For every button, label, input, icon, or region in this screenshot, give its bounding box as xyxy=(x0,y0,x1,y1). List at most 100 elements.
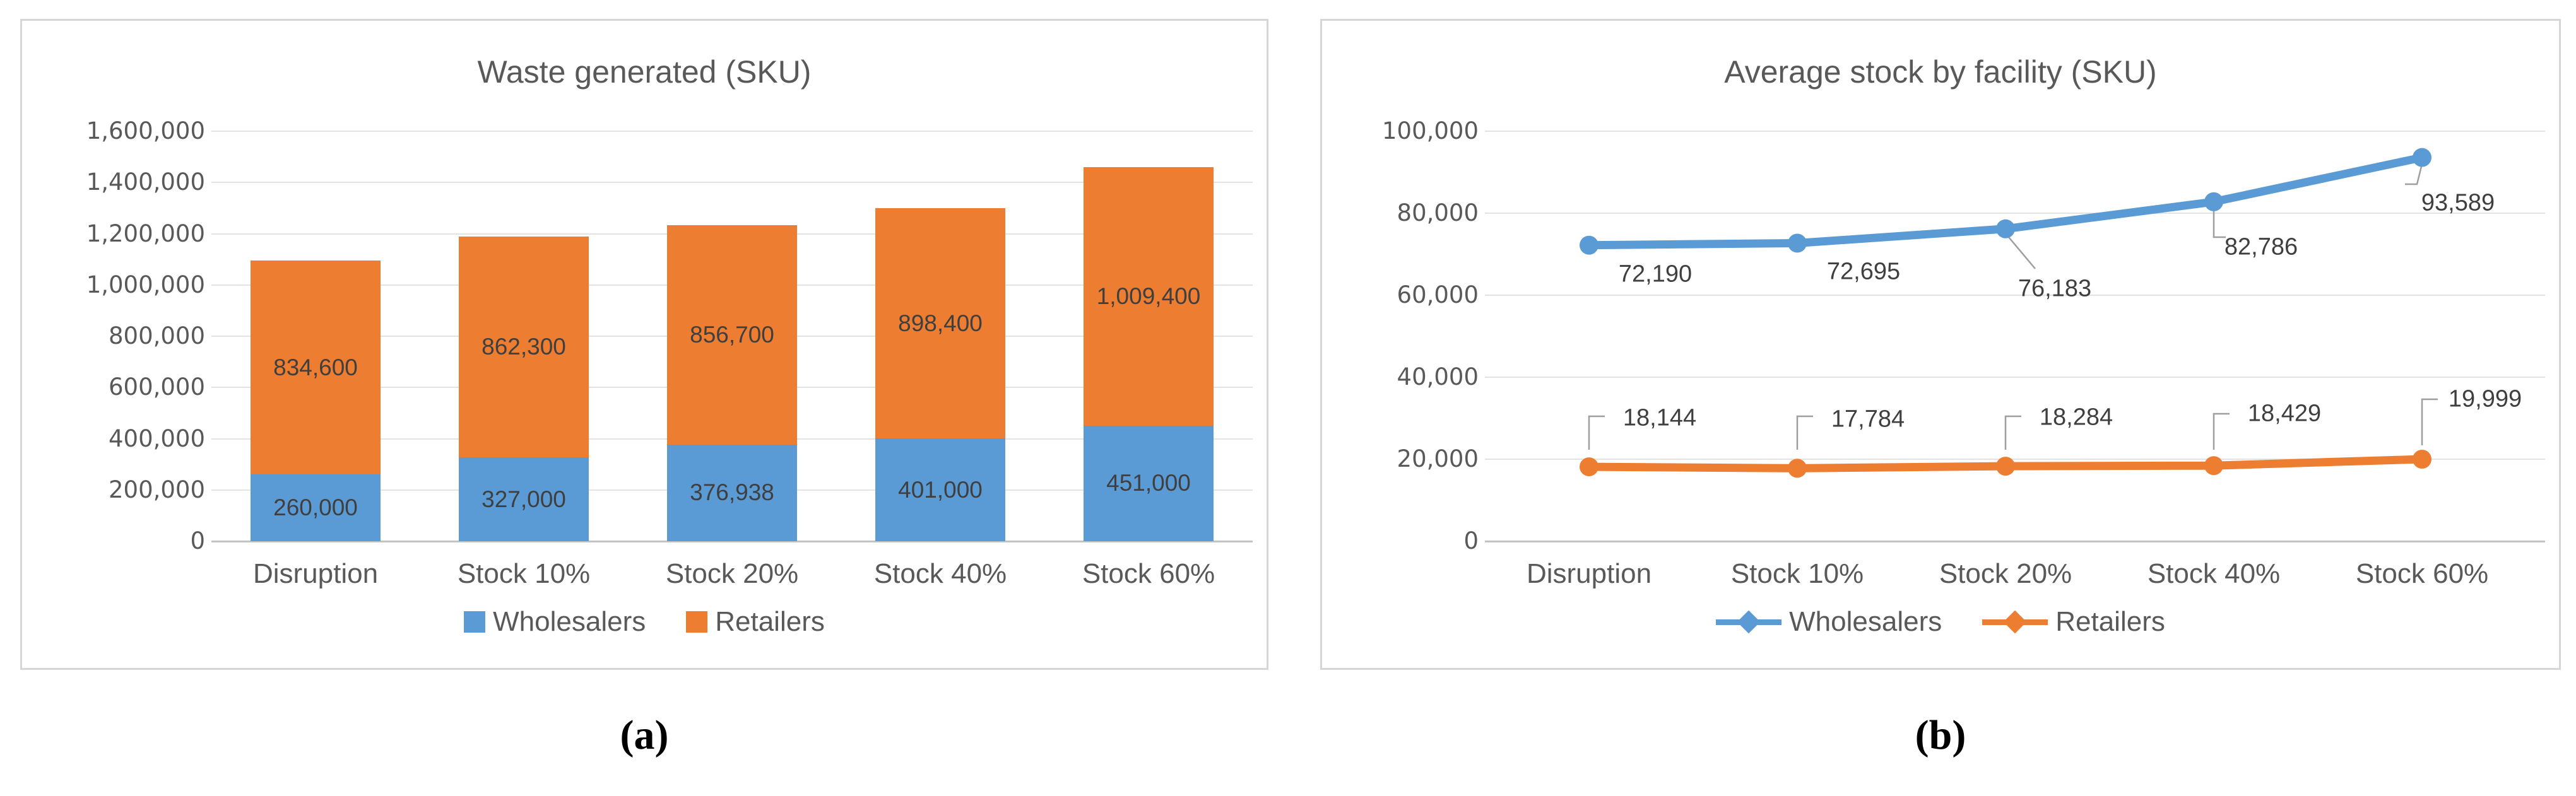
legend-label: Retailers xyxy=(715,606,825,637)
bar-value-label: 401,000 xyxy=(898,476,983,503)
bar-segment-retailers xyxy=(251,260,381,475)
leader-line xyxy=(1796,415,1813,450)
data-point-marker xyxy=(2413,148,2431,167)
data-point-marker xyxy=(2204,192,2223,211)
data-point-marker xyxy=(1788,459,1807,478)
line-value-label: 17,784 xyxy=(1831,406,1905,433)
x-axis-category-label: Stock 10% xyxy=(457,558,591,589)
chart-b-legend: Wholesalers Retailers xyxy=(1322,606,2559,638)
bar-segment-retailers xyxy=(459,236,589,458)
gridline xyxy=(1485,377,2545,378)
x-axis-category-label: Stock 60% xyxy=(1082,558,1215,589)
data-point-marker xyxy=(2413,450,2431,469)
bar-value-label: 327,000 xyxy=(482,486,566,512)
line-value-label: 72,695 xyxy=(1826,258,1901,285)
y-tick-label: 100,000 xyxy=(1381,117,1479,144)
bar-segment-wholesalers xyxy=(875,438,1005,541)
legend-line-marker-wholesalers xyxy=(1716,610,1782,634)
bar-segment-wholesalers xyxy=(459,457,589,541)
gridline xyxy=(1485,295,2545,296)
legend-diamond-icon xyxy=(1737,610,1761,634)
legend-label: Retailers xyxy=(2055,606,2165,637)
x-axis-category-label: Stock 40% xyxy=(873,558,1007,589)
leader-line xyxy=(2005,233,2036,269)
data-point-marker xyxy=(1580,457,1598,477)
x-axis-line xyxy=(211,541,1253,542)
bar-segment-wholesalers xyxy=(251,474,381,541)
bar-value-label: 260,000 xyxy=(273,495,358,521)
line-value-label: 93,589 xyxy=(2421,189,2495,216)
leader-line xyxy=(2004,415,2021,450)
data-point-marker xyxy=(2204,456,2223,476)
legend-label: Wholesalers xyxy=(493,606,646,637)
legend-item-wholesalers: Wholesalers xyxy=(464,606,646,638)
chart-a-panel: Waste generated (SKU) 0 200,000 400,000 600… xyxy=(20,19,1268,670)
chart-a-legend: Wholesalers Retailers xyxy=(22,606,1267,638)
line-value-label: 72,190 xyxy=(1618,260,1693,288)
leader-line xyxy=(2213,413,2230,450)
chart-b-panel: Average stock by facility (SKU) 0 20,000 4… xyxy=(1320,19,2561,670)
legend-swatch-retailers xyxy=(686,611,708,633)
x-axis-category-label: Stock 20% xyxy=(665,558,799,589)
data-point-marker xyxy=(1788,233,1807,253)
leader-line xyxy=(2421,398,2438,445)
bar-value-label: 1,009,400 xyxy=(1096,283,1201,309)
x-axis-line xyxy=(1485,541,2545,542)
bar-segment-wholesalers xyxy=(667,444,797,541)
leader-line xyxy=(2213,207,2226,238)
bar-segment-retailers xyxy=(1084,167,1214,426)
chart-b-plot-area: 72,190 72,695 76,183 82,786 93,589 18,144 17,7… xyxy=(1485,131,2545,542)
x-axis-category-label: Stock 60% xyxy=(2355,558,2489,589)
gridline xyxy=(1485,213,2545,214)
chart-b-title: Average stock by facility (SKU) xyxy=(1724,54,2157,90)
legend-label: Wholesalers xyxy=(1789,606,1942,637)
line-value-label: 82,786 xyxy=(2224,233,2298,260)
gridline xyxy=(1485,131,2545,132)
legend-swatch-wholesalers xyxy=(464,611,486,633)
chart-a-plot-area: 260,000 834,600 327,000 862,300 376,938 856,7… xyxy=(211,131,1253,542)
gridline xyxy=(1485,459,2545,460)
data-point-marker xyxy=(1996,219,2015,238)
line-value-label: 76,183 xyxy=(2018,275,2092,302)
y-tick-label: 400,000 xyxy=(108,424,205,452)
data-point-marker xyxy=(1996,457,2015,476)
bar-value-label: 862,300 xyxy=(482,334,566,360)
leader-line xyxy=(1588,415,1605,450)
bar-segment-wholesalers xyxy=(1084,425,1214,541)
line-value-label: 18,144 xyxy=(1622,404,1697,431)
y-tick-label: 600,000 xyxy=(108,373,205,401)
legend-line-marker-retailers xyxy=(1982,610,2048,634)
caption-b: (b) xyxy=(1915,712,1966,758)
line-value-label: 18,429 xyxy=(2247,400,2322,427)
y-tick-label: 1,000,000 xyxy=(86,271,205,298)
y-tick-label: 1,200,000 xyxy=(86,219,205,247)
bar-segment-retailers xyxy=(667,225,797,445)
bar-segment-retailers xyxy=(875,208,1005,439)
x-axis-category-label: Stock 40% xyxy=(2147,558,2281,589)
data-point-marker xyxy=(1580,235,1598,255)
x-axis-category-label: Stock 20% xyxy=(1939,558,2072,589)
bar-value-label: 376,938 xyxy=(690,479,774,506)
bar-value-label: 451,000 xyxy=(1106,470,1191,496)
chart-a-title: Waste generated (SKU) xyxy=(477,54,812,90)
legend-item-wholesalers: Wholesalers xyxy=(1716,606,1942,638)
x-axis-category-label: Disruption xyxy=(1526,558,1652,589)
leader-line xyxy=(2405,163,2423,185)
bar-value-label: 856,700 xyxy=(690,321,774,348)
legend-item-retailers: Retailers xyxy=(686,606,825,638)
bar-value-label: 898,400 xyxy=(898,310,983,336)
bar-value-label: 834,600 xyxy=(273,354,358,380)
y-tick-label: 60,000 xyxy=(1397,281,1479,308)
gridline xyxy=(211,182,1253,184)
y-tick-label: 20,000 xyxy=(1397,445,1479,472)
line-value-label: 18,284 xyxy=(2039,404,2113,431)
y-tick-label: 80,000 xyxy=(1397,199,1479,226)
legend-item-retailers: Retailers xyxy=(1982,606,2165,638)
y-tick-label: 0 xyxy=(1463,527,1479,554)
y-tick-label: 1,600,000 xyxy=(86,117,205,144)
y-tick-label: 800,000 xyxy=(108,322,205,349)
y-tick-label: 200,000 xyxy=(108,476,205,503)
line-chart-canvas xyxy=(1580,148,2438,478)
y-tick-label: 0 xyxy=(190,527,205,554)
